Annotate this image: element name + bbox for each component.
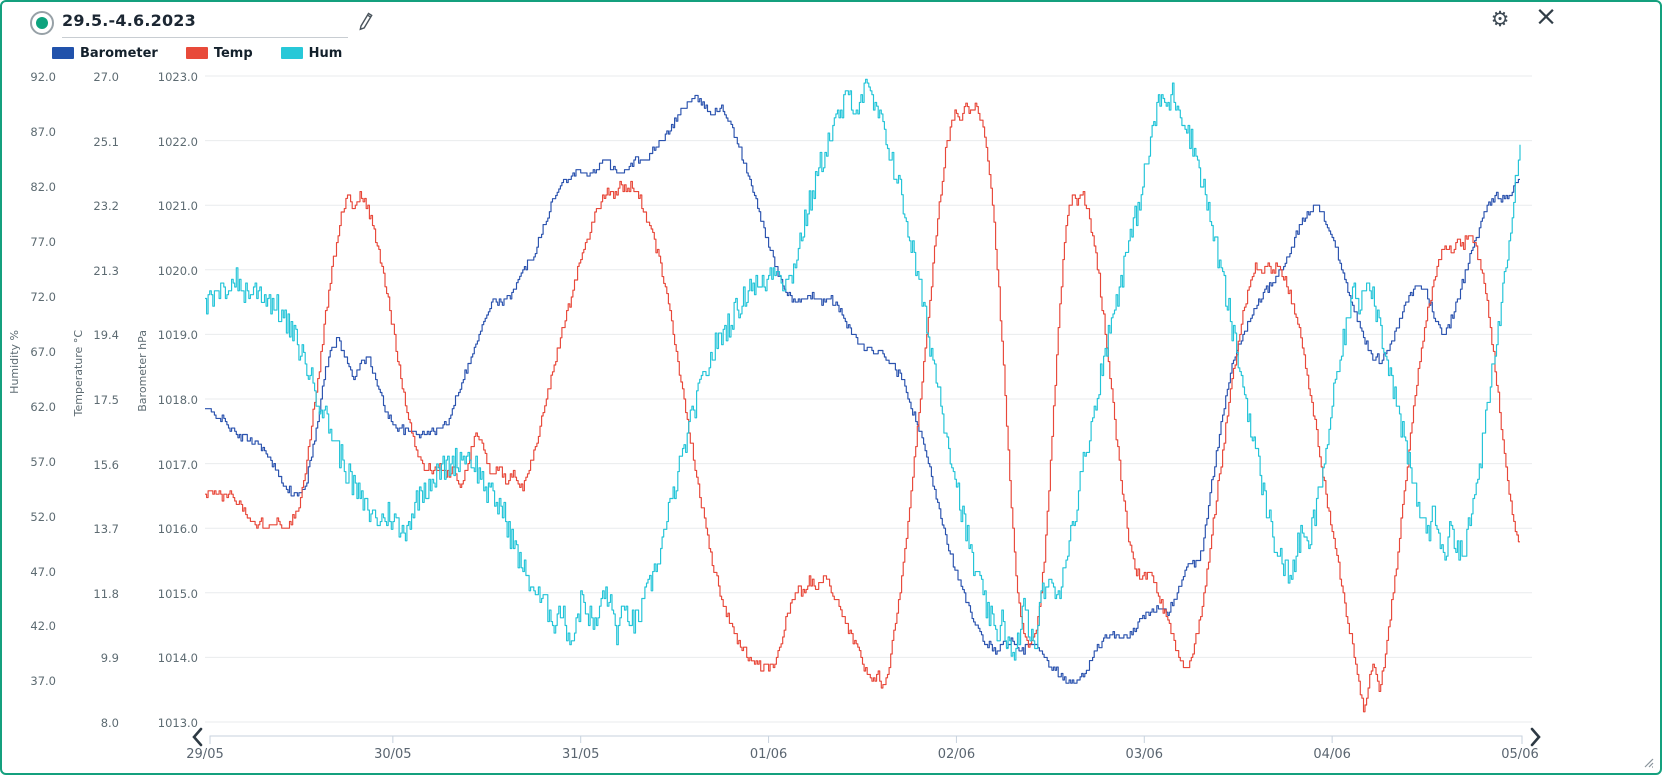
y-tick-label-temperature: 15.6	[93, 457, 119, 472]
y-tick-label-temperature: 13.7	[93, 522, 119, 537]
y-tick-label-temperature: 23.2	[93, 199, 119, 214]
y-tick-label-humidity: 62.0	[30, 399, 56, 414]
y-tick-label-humidity: 72.0	[30, 289, 56, 304]
y-tick-label-temperature: 8.0	[100, 716, 119, 730]
y-tick-label-barometer: 1017.0	[157, 457, 198, 472]
y-tick-label-barometer: 1020.0	[157, 263, 198, 278]
y-tick-label-barometer: 1015.0	[157, 586, 198, 601]
radio-dot	[36, 17, 48, 29]
y-tick-label-barometer: 1014.0	[157, 651, 198, 666]
y-tick-label-humidity: 37.0	[30, 674, 56, 689]
legend-label-hum: Hum	[308, 45, 343, 61]
series-temp-line	[205, 102, 1520, 713]
y-tick-label-temperature: 9.9	[100, 651, 119, 666]
y-tick-label-temperature: 21.3	[93, 263, 119, 278]
y-tick-label-barometer: 1018.0	[157, 393, 198, 407]
y-tick-label-humidity: 47.0	[30, 564, 56, 579]
legend-swatch-hum	[280, 47, 303, 59]
y-tick-label-barometer: 1016.0	[157, 522, 198, 537]
chart-title-input[interactable]: 29.5.-4.6.2023	[62, 11, 348, 38]
y-tick-label-humidity: 57.0	[30, 454, 56, 469]
x-tick-label: 05/06	[1501, 747, 1539, 762]
x-tick-label: 02/06	[937, 747, 976, 762]
resize-handle[interactable]	[1642, 753, 1654, 768]
legend-label-temp: Temp	[213, 45, 253, 61]
x-tick-label: 03/06	[1125, 747, 1164, 762]
y-tick-label-temperature: 17.5	[93, 393, 119, 407]
x-tick-label: 04/06	[1313, 747, 1351, 762]
y-tick-label-humidity: 82.0	[30, 179, 56, 194]
scroll-right-chevron-icon[interactable]	[1527, 726, 1543, 748]
chart-legend: Barometer Temp Hum	[52, 45, 342, 61]
y-tick-label-humidity: 52.0	[30, 509, 56, 524]
y-tick-label-humidity: 67.0	[30, 344, 56, 359]
y-tick-label-temperature: 25.1	[93, 134, 119, 149]
legend-swatch-barometer	[52, 47, 74, 59]
legend-swatch-temp	[185, 47, 208, 59]
series-hum-line	[205, 78, 1521, 661]
x-tick-label: 30/05	[374, 747, 412, 762]
legend-label-barometer: Barometer	[80, 45, 158, 61]
y-tick-label-humidity: 77.0	[30, 234, 56, 249]
y-tick-label-temperature: 19.4	[93, 328, 119, 343]
x-tick-label: 31/05	[561, 747, 600, 762]
series-barometer-line	[205, 94, 1520, 684]
y-tick-label-barometer: 1021.0	[157, 199, 198, 214]
y-tick-label-barometer: 1019.0	[157, 328, 198, 343]
legend-item-temp[interactable]: Temp	[185, 45, 253, 61]
y-tick-label-humidity: 87.0	[30, 124, 56, 139]
y-tick-label-barometer: 1022.0	[157, 134, 198, 149]
x-tick-label: 29/05	[186, 747, 224, 762]
x-tick-label: 01/06	[749, 747, 788, 762]
gear-icon[interactable]: ⚙	[1490, 7, 1510, 31]
close-icon[interactable]: ×	[1534, 1, 1558, 32]
pencil-icon[interactable]	[355, 10, 375, 32]
legend-item-hum[interactable]: Hum	[280, 45, 343, 61]
scroll-left-chevron-icon[interactable]	[190, 726, 206, 748]
y-tick-label-barometer: 1013.0	[157, 716, 198, 730]
y-tick-label-humidity: 42.0	[30, 619, 56, 634]
timeline-track[interactable]	[209, 735, 1523, 744]
y-tick-label-temperature: 27.0	[93, 70, 119, 84]
y-tick-label-temperature: 11.8	[93, 586, 119, 601]
legend-item-barometer[interactable]: Barometer	[52, 45, 158, 61]
y-tick-label-humidity: 92.0	[30, 70, 56, 84]
y-tick-label-barometer: 1023.0	[157, 70, 198, 84]
radio-selected-icon[interactable]	[30, 11, 54, 35]
y-axis-title-humidity: Humidity %	[8, 330, 21, 394]
